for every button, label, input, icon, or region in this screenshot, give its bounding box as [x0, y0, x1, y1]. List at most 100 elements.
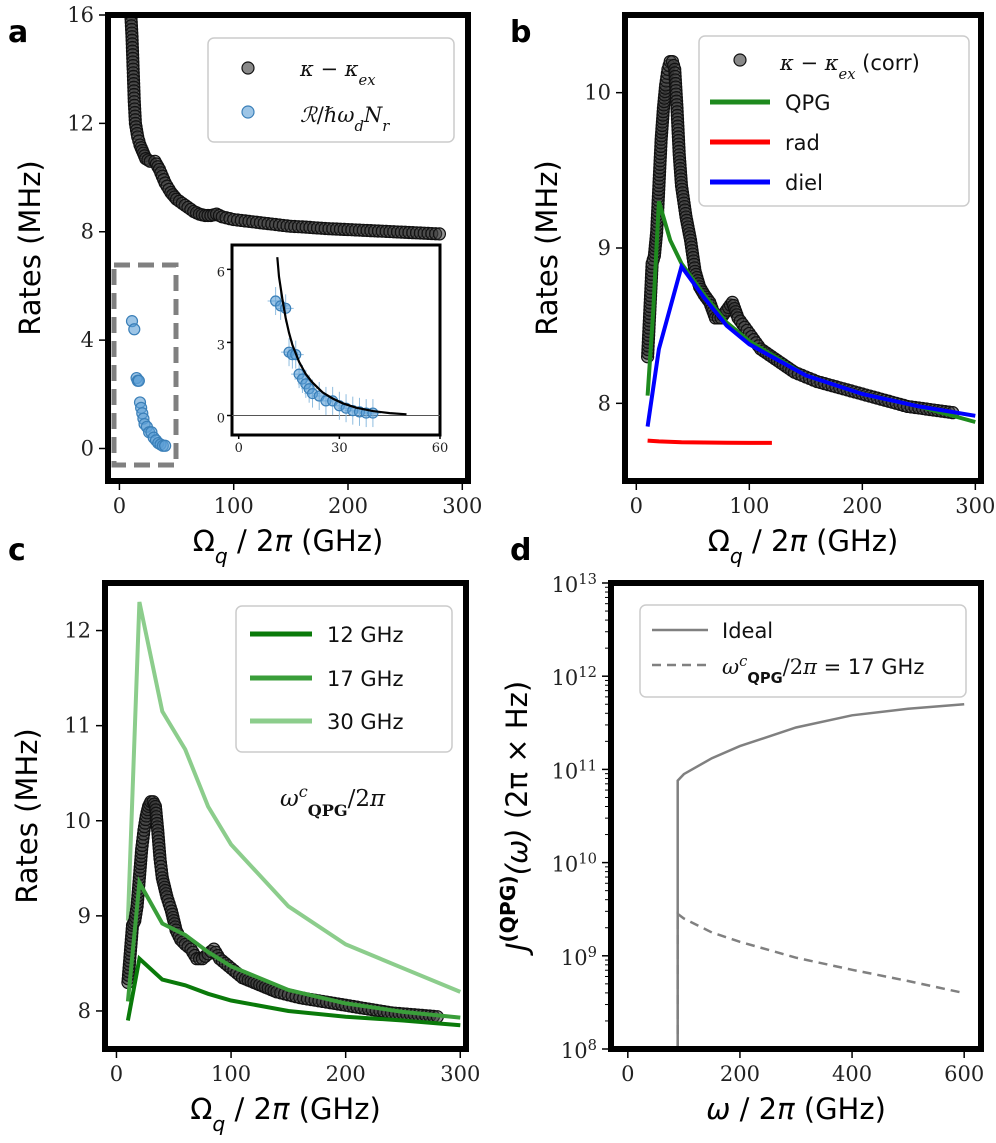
panel-a-legend-label-1-part-3: d — [355, 118, 364, 135]
panel-a-frame — [105, 12, 471, 484]
panel-d-legend-label-0: Ideal — [722, 619, 773, 643]
panel-c-xlabel-part-1: q — [212, 1112, 225, 1136]
panel-b-letter: b — [510, 15, 531, 50]
panel-c-x-label-1: 100 — [211, 1062, 251, 1086]
panel-c-plot-area — [121, 601, 462, 1028]
panel-d-ylabel-part-0: J — [500, 943, 534, 957]
panel-d-x-label-2: 400 — [832, 1062, 872, 1086]
panel-d-y-label-0-part-0: 10 — [561, 1039, 588, 1063]
panel-d-xlabel-part-1: / 2 — [730, 1092, 777, 1126]
panel-d-y-label-3-part-1: 11 — [578, 757, 597, 774]
panel-c-legend-box — [235, 605, 453, 753]
panel-c-annotation-part-3: /2 — [348, 786, 370, 812]
panel-a-kappa-point-130 — [432, 227, 447, 241]
panel-c-y-label-1: 9 — [78, 904, 91, 928]
panel-a-rate-point-1 — [128, 323, 141, 336]
panel-c-legend-label-0: 12 GHz — [327, 623, 403, 647]
panel-b-rad-line — [647, 438, 772, 445]
panel-a-legend-label-1: ℛ/ℏωdNr — [300, 103, 390, 135]
panel-a-inset-x-label-0: 0 — [235, 441, 243, 456]
panel-d-ylabel: J(QPG)(ω) (2π × Hz) — [496, 681, 534, 956]
panel-d-xlabel-part-2: π — [777, 1092, 795, 1126]
panel-a-xlabel-part-2: / 2 — [228, 524, 275, 558]
panel-d-y-label-5-part-0: 10 — [552, 573, 579, 597]
panel-d-cutoff-line — [676, 911, 965, 1049]
panel-d-y-label-0: 108 — [561, 1037, 597, 1064]
panel-a-x-label-2: 200 — [328, 494, 368, 518]
panel-d-legend-label-1-part-5: = 17 GHz — [817, 655, 924, 679]
panel-b-legend-label-3: diel — [785, 171, 823, 195]
panel-d-legend-box — [639, 604, 967, 698]
panel-c-y-label-4: 12 — [64, 619, 91, 643]
panel-c-xlabel-part-0: Ω — [190, 1092, 212, 1126]
panel-d-y-label-1-part-0: 10 — [561, 946, 588, 970]
panel-d-y-label-3: 1011 — [552, 757, 597, 784]
panel-c-y-label-2: 10 — [64, 809, 91, 833]
panel-d-legend-label-1-part-4: π — [802, 655, 818, 679]
panel-c-letter: c — [8, 533, 26, 568]
panel-a-x-label-1: 100 — [214, 494, 254, 518]
panel-d-y-label-2: 1010 — [552, 850, 597, 877]
panel-d-y-label-5: 1013 — [552, 571, 597, 598]
panel-d-x-label-0: 0 — [621, 1062, 634, 1086]
panel-a-inset-y-label-1: 3 — [217, 338, 225, 353]
panel-b-legend-marker-0 — [733, 53, 747, 67]
panel-b-y-label-0: 8 — [598, 391, 611, 415]
panel-c-annotation-part-0: ω — [280, 786, 299, 812]
panel-b-xlabel-part-4: (GHz) — [807, 524, 898, 558]
panel-d-y-label-0-part-1: 8 — [588, 1037, 597, 1054]
panel-a-legend-label-0-part-3: ex — [359, 72, 377, 89]
panel-d-legend-label-1-part-2: QPG — [747, 670, 782, 687]
panel-c-annotation-part-4: π — [369, 786, 386, 812]
panel-b-legend-label-0-part-1: − — [794, 51, 825, 75]
panel-c-xlabel-part-4: (GHz) — [289, 1092, 380, 1126]
panel-d-y-label-2-part-1: 10 — [578, 850, 597, 867]
panel-a-x-label-3: 300 — [442, 494, 482, 518]
panel-a-xlabel: Ωq / 2π (GHz) — [193, 524, 384, 568]
panel-d-y-label-4: 1012 — [552, 664, 597, 691]
panel-a-xlabel-part-0: Ω — [193, 524, 215, 558]
panel-b-x-label-1: 100 — [729, 494, 769, 518]
panel-a-y-label-1: 4 — [81, 328, 94, 352]
panel-d-plot-area — [676, 702, 965, 1049]
panel-a-xlabel-part-1: q — [215, 544, 228, 568]
panel-c-xlabel-part-2: / 2 — [225, 1092, 272, 1126]
panel-c-legend-label-1: 17 GHz — [327, 667, 403, 691]
panel-a-legend-label-0-part-2: κ — [344, 57, 359, 81]
panel-b-ylabel: Rates (MHz) — [530, 160, 564, 336]
panel-d-letter: d — [510, 533, 531, 568]
panel-a-y-label-4: 16 — [67, 3, 94, 27]
panel-c-ylabel: Rates (MHz) — [10, 728, 44, 904]
panel-a-rate-point-4 — [132, 374, 145, 387]
panel-a-inset-y-label-2: 6 — [217, 265, 225, 280]
panel-a-legend-label-0: κ − κex — [299, 57, 376, 89]
panel-d-y-label-3-part-0: 10 — [552, 759, 579, 783]
panel-b-x-label-0: 0 — [630, 494, 643, 518]
panel-d-y-label-4-part-0: 10 — [552, 666, 579, 690]
panel-a-xlabel-part-3: π — [274, 524, 292, 558]
panel-b-x-label-2: 200 — [842, 494, 882, 518]
panel-b-legend-label-0-part-4: (corr) — [856, 51, 920, 75]
panel-d-legend-label-1-part-1: c — [739, 653, 747, 670]
panel-a-y-label-0: 0 — [81, 436, 94, 460]
panel-b-frame — [622, 12, 984, 484]
panel-b-y-label-1: 9 — [598, 236, 611, 260]
panel-c-annotation-part-1: c — [299, 782, 308, 801]
panel-a-inset-x-label-2: 60 — [432, 441, 449, 456]
panel-d-frame — [608, 580, 984, 1052]
panel-a-xlabel-part-4: (GHz) — [292, 524, 383, 558]
panel-c-annotation: ωcQPG/2π — [280, 782, 386, 820]
panel-d-y-label-4-part-1: 12 — [578, 664, 597, 681]
panel-c-x-label-2: 200 — [326, 1062, 366, 1086]
panel-a-inset-y-label-0: 0 — [217, 412, 225, 427]
panel-a-legend-label-1-part-2: ℏω — [324, 103, 355, 127]
panel-a-legend-label-0-part-0: κ — [299, 57, 314, 81]
panel-c-30ghz-line — [125, 601, 462, 994]
panel-c-y-label-3: 11 — [64, 714, 91, 738]
panel-a-y-label-2: 8 — [81, 220, 94, 244]
panel-c-12ghz-line — [125, 954, 461, 1028]
panel-a-ylabel: Rates (MHz) — [13, 160, 47, 336]
panel-a-plot-area — [124, 15, 447, 452]
panel-d-xlabel: ω / 2π (GHz) — [706, 1092, 886, 1126]
